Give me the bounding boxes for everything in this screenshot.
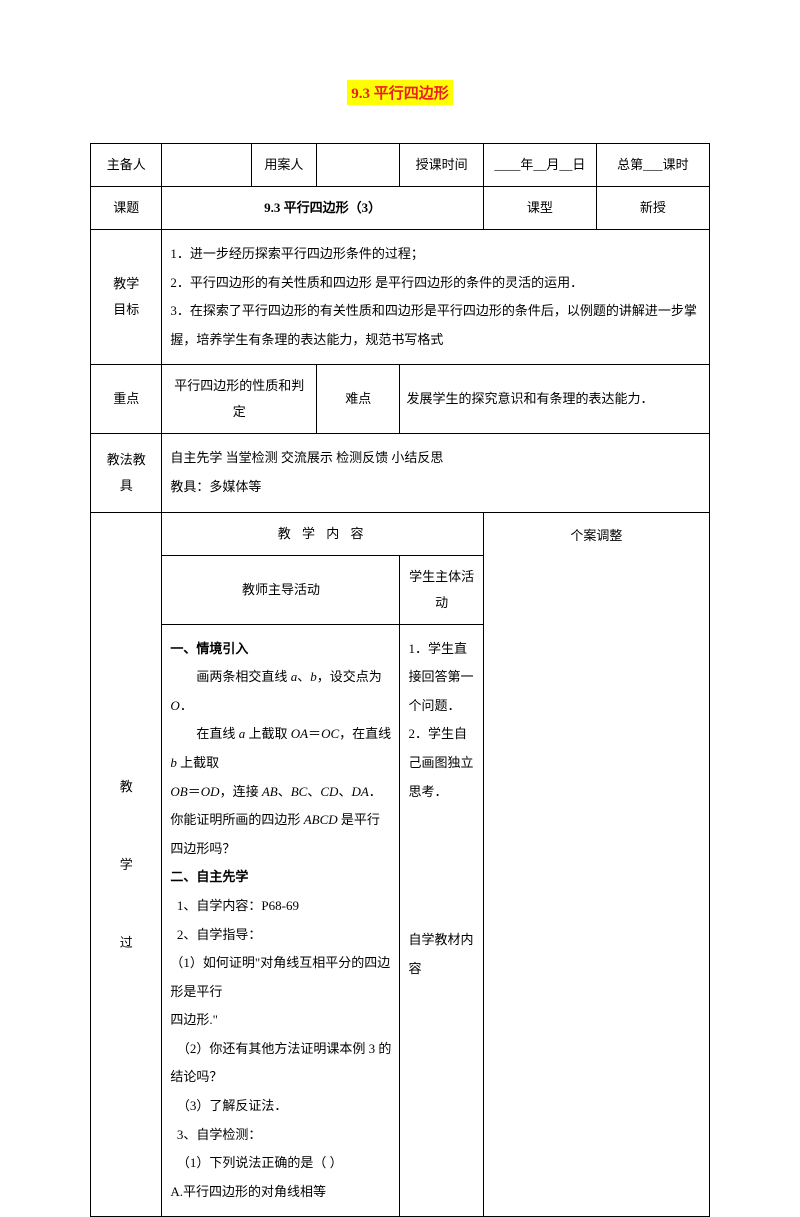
teacher-header: 教师主导活动 — [162, 555, 400, 624]
teacher-line: （1）如何证明"对角线互相平分的四边形是平行 — [170, 949, 391, 1006]
teacher-line: 在直线 a 上截取 OA＝OC，在直线 b 上截取 — [170, 720, 391, 777]
keypoint-value: 平行四边形的性质和判定 — [162, 365, 317, 434]
teacher-line: 二、自主先学 — [170, 863, 391, 892]
keypoint-label: 重点 — [91, 365, 162, 434]
teacher-line: （3）了解反证法． — [170, 1092, 391, 1121]
adjust-header: 个案调整 — [483, 512, 709, 1217]
teacher-line: 1、自学内容：P68-69 — [170, 892, 391, 921]
method-label: 教法教具 — [91, 434, 162, 512]
student-line: 自学教材内容 — [408, 926, 474, 983]
objectives-content: 1．进一步经历探索平行四边形条件的过程； 2．平行四边形的有关性质和四边形 是平… — [162, 230, 710, 365]
type-value: 新授 — [596, 187, 709, 230]
teacher-line: A.平行四边形的对角线相等 — [170, 1178, 391, 1207]
user-value — [317, 144, 400, 187]
student-content: 1．学生直接回答第一个问题． 2．学生自己画图独立思考． 自学教材内容 — [400, 624, 483, 1217]
difficulty-value: 发展学生的探究意识和有条理的表达能力． — [400, 365, 710, 434]
page-title: 9.3 平行四边形 — [347, 80, 453, 105]
total-period-label: 总第___课时 — [596, 144, 709, 187]
teacher-line: 2、自学指导： — [170, 921, 391, 950]
preparer-value — [162, 144, 251, 187]
objective-item: 3．在探索了平行四边形的有关性质和四边形是平行四边形的条件后，以例题的讲解进一步… — [170, 297, 701, 354]
teacher-line: 画两条相交直线 a、b，设交点为 O． — [170, 663, 391, 720]
teacher-line: 3、自学检测： — [170, 1121, 391, 1150]
process-label: 教学过 — [91, 512, 162, 1217]
objective-item: 2．平行四边形的有关性质和四边形 是平行四边形的条件的灵活的运用． — [170, 269, 701, 298]
teacher-line: 一、情境引入 — [170, 635, 391, 664]
user-label: 用案人 — [251, 144, 316, 187]
teacher-line: （1）下列说法正确的是（ ） — [170, 1149, 391, 1178]
method-line: 教具：多媒体等 — [170, 473, 701, 502]
teacher-line: 你能证明所画的四边形 ABCD 是平行四边形吗？ — [170, 806, 391, 863]
content-header: 教 学 内 容 — [162, 512, 483, 555]
student-line: 1．学生直接回答第一个问题． — [408, 635, 474, 721]
objectives-label: 教学目标 — [91, 230, 162, 365]
topic-label: 课题 — [91, 187, 162, 230]
type-label: 课型 — [483, 187, 596, 230]
student-header: 学生主体活动 — [400, 555, 483, 624]
method-content: 自主先学 当堂检测 交流展示 检测反馈 小结反思 教具：多媒体等 — [162, 434, 710, 512]
method-line: 自主先学 当堂检测 交流展示 检测反馈 小结反思 — [170, 444, 701, 473]
teacher-line: OB＝OD，连接 AB、BC、CD、DA． — [170, 778, 391, 807]
topic-value: 9.3 平行四边形（3） — [162, 187, 483, 230]
teacher-line: （2）你还有其他方法证明课本例 3 的结论吗？ — [170, 1035, 391, 1092]
teach-time-label: 授课时间 — [400, 144, 483, 187]
student-line: 2．学生自己画图独立思考． — [408, 720, 474, 806]
teacher-content: 一、情境引入 画两条相交直线 a、b，设交点为 O． 在直线 a 上截取 OA＝… — [162, 624, 400, 1217]
spacer — [408, 806, 474, 926]
difficulty-label: 难点 — [317, 365, 400, 434]
preparer-label: 主备人 — [91, 144, 162, 187]
teacher-line: 四边形." — [170, 1006, 391, 1035]
objective-item: 1．进一步经历探索平行四边形条件的过程； — [170, 240, 701, 269]
date-value: ____年__月__日 — [483, 144, 596, 187]
lesson-plan-table: 主备人 用案人 授课时间 ____年__月__日 总第___课时 课题 9.3 … — [90, 143, 710, 1217]
